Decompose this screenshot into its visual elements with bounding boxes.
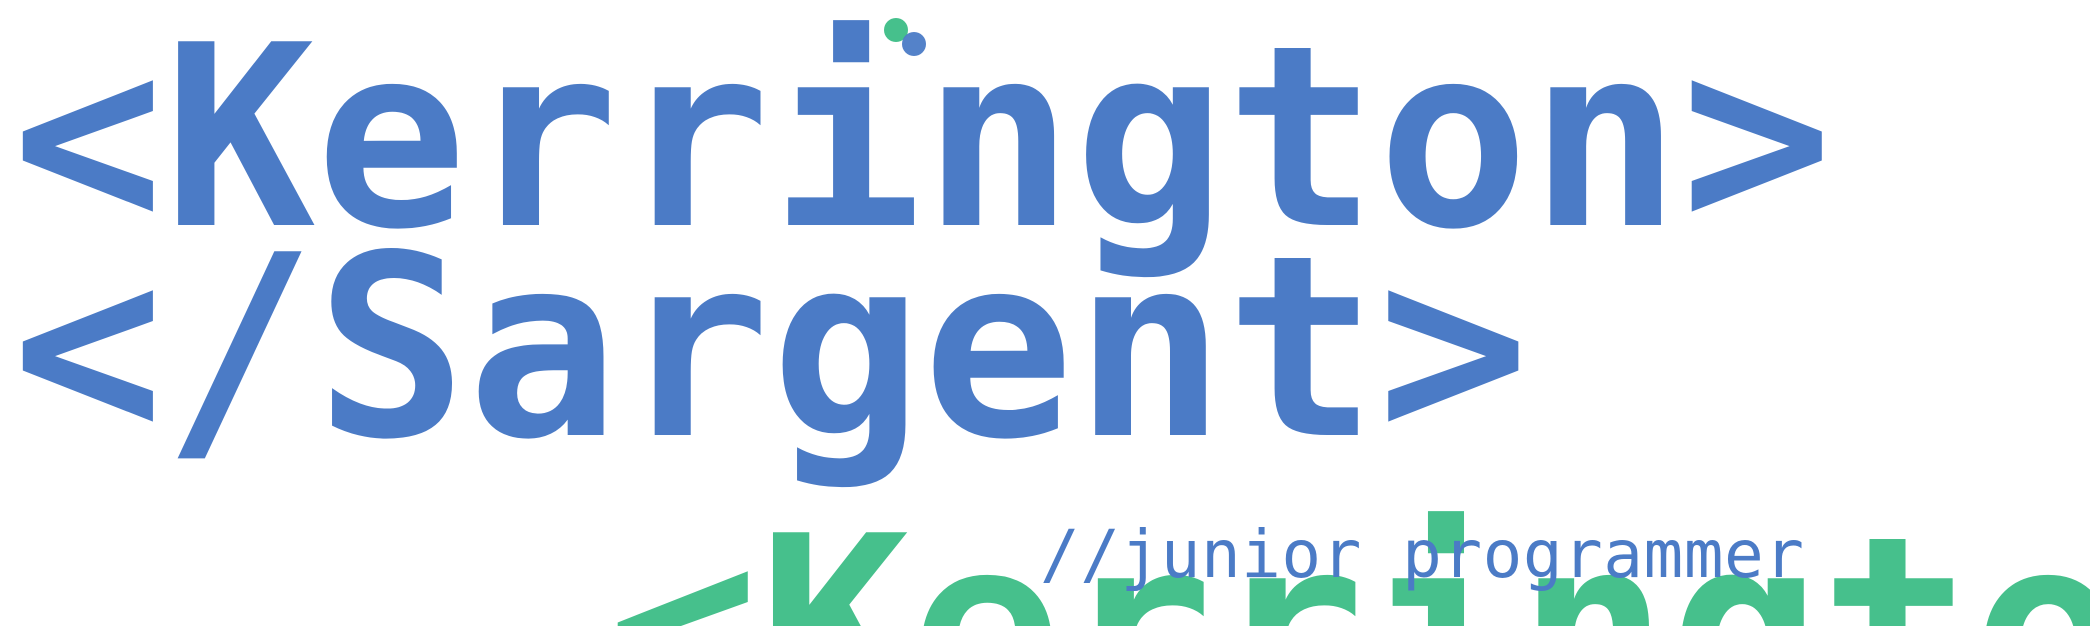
logo-line-one: <Kerrington> [607,483,2090,626]
subtitle-text: //junior programmer [1040,516,1805,593]
subtitle-wrap: //junior programmer [1040,522,2060,612]
logo-line-two-shadow: </Sargent> [12,202,1530,495]
